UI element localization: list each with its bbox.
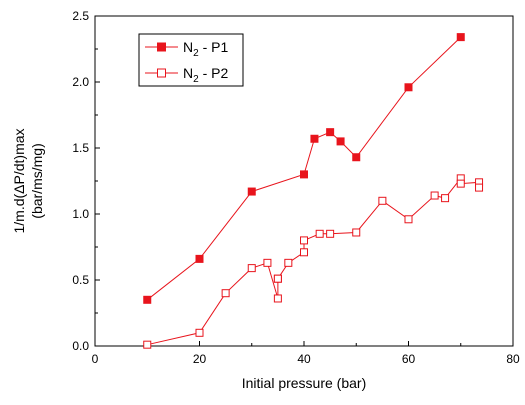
data-point [273,294,282,303]
plot-area: 0 20 40 60 80 0.0 0.5 1.0 1.5 2.0 2.5 [72,9,520,366]
data-point [456,33,465,42]
series-2 [143,174,484,349]
data-point [247,187,256,196]
legend-label-p2: N2 - P2 [183,65,228,85]
legend-label-p1-rest: - P1 [199,39,229,55]
legend-marker-p2 [157,68,166,78]
data-point [352,153,361,162]
data-point [456,179,465,188]
legend-entry-p2: N2 - P2 [145,65,228,85]
data-point [221,289,230,298]
y-tick-label: 2.5 [72,9,89,23]
legend-label-p1-sub: 2 [193,48,199,59]
series-line [146,36,462,301]
y-axis-label-line-2: (bar/ms/mg) [29,143,45,218]
y-tick-label: 0.0 [72,339,89,353]
y-tick-label: 1.0 [72,207,89,221]
legend-label-p1-main: N [183,39,193,55]
legend-box [138,33,244,87]
data-point [404,83,413,92]
data-point [195,254,204,263]
data-point [336,137,345,146]
y-tick-label: 2.0 [72,75,89,89]
data-point [326,128,335,137]
data-point [195,328,204,337]
data-point [326,229,335,238]
legend-marker-p1 [157,42,166,52]
data-point [284,258,293,267]
x-axis-label: Initial pressure (bar) [242,375,367,391]
data-point [441,194,450,203]
legend-label-p2-sub: 2 [193,74,199,85]
series-layer [143,33,484,349]
data-point [143,340,152,349]
data-point [352,228,361,237]
data-point [315,229,324,238]
data-point [378,196,387,205]
y-axis-label-line-1: 1/m.d(ΔP/dt)max [11,128,27,233]
data-point [300,236,308,245]
data-point [404,215,413,224]
y-tick-label: 0.5 [72,273,89,287]
x-tick-label: 20 [193,352,207,366]
x-tick-label: 80 [506,352,520,366]
data-point [475,183,484,192]
data-point [300,248,308,257]
x-tick-label: 60 [402,352,416,366]
legend-label-p2-rest: - P2 [199,65,229,81]
axis-ticks: 0 20 40 60 80 0.0 0.5 1.0 1.5 2.0 2.5 [72,9,520,366]
data-point [247,264,256,273]
series-1 [143,33,465,304]
legend-label-p1: N2 - P1 [183,39,228,59]
legend-label-p2-main: N [183,65,193,81]
x-tick-label: 0 [92,352,99,366]
data-point [273,274,282,283]
data-point [430,191,439,200]
data-point [143,295,152,304]
y-tick-label: 1.5 [72,141,89,155]
legend: N2 - P1 N2 - P2 [138,33,244,87]
data-point [300,170,308,179]
legend-entry-p1: N2 - P1 [145,39,228,59]
x-tick-label: 40 [297,352,311,366]
data-point [263,258,272,267]
data-point [310,134,319,143]
